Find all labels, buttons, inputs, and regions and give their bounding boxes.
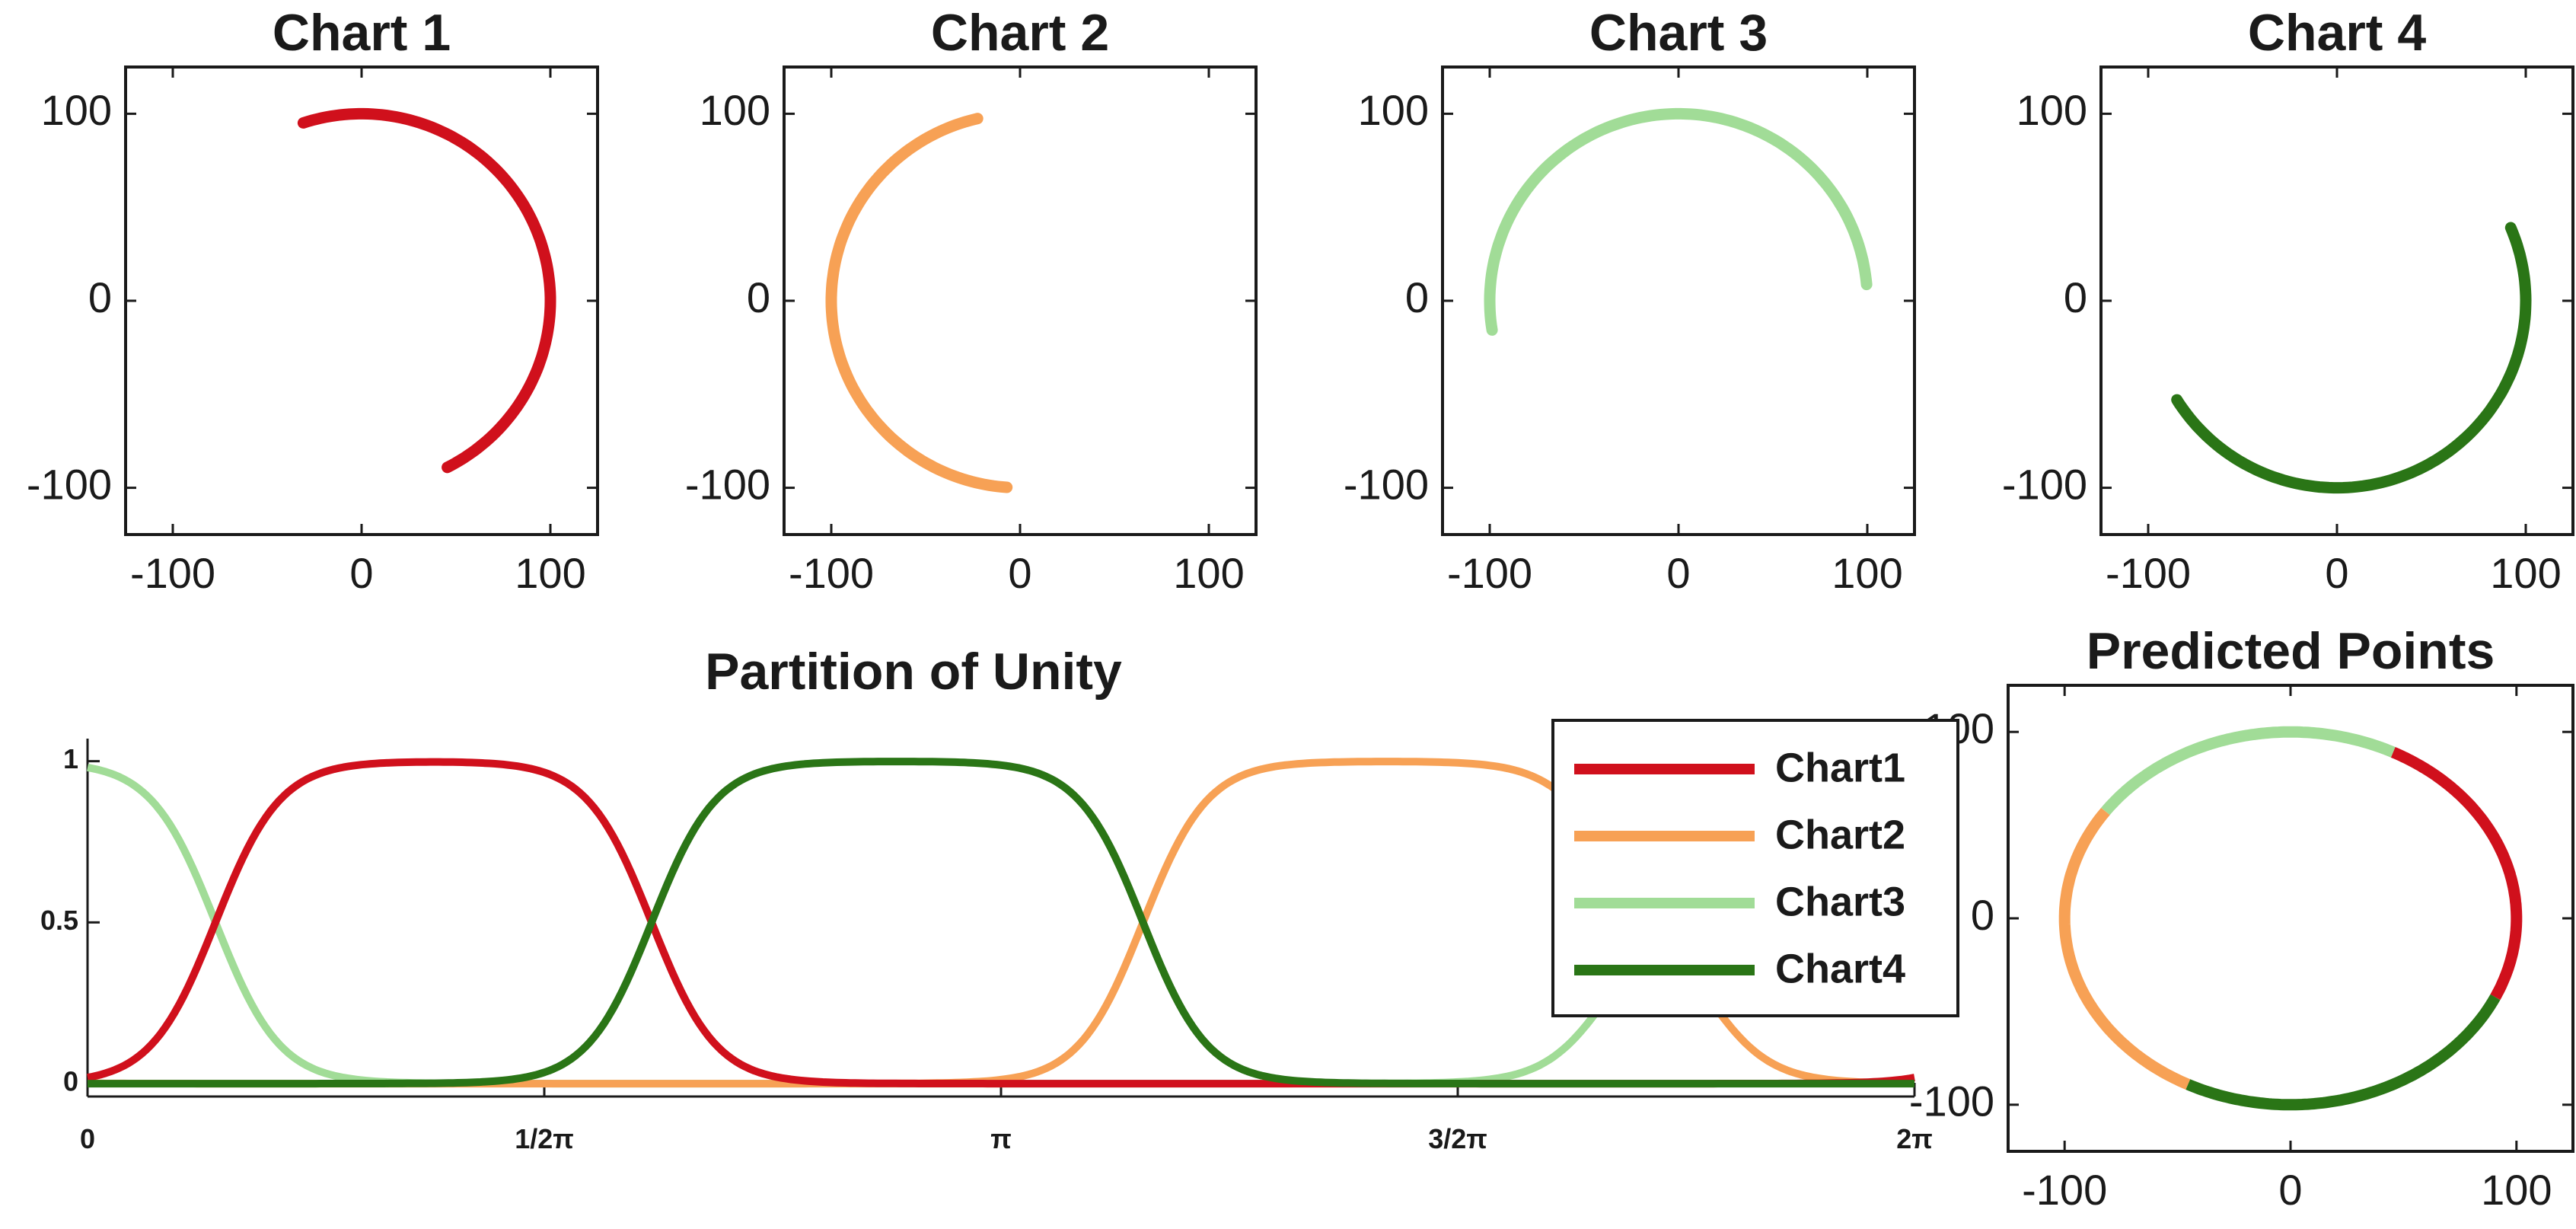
- x-tick-label: -100: [1447, 549, 1532, 597]
- predicted-segment-2: [2101, 726, 2396, 816]
- y-tick-label: -100: [1909, 1077, 1994, 1125]
- chart-panel-1: Chart 1 -100 0 100 100 0 -100: [27, 4, 599, 597]
- y-tick-label: -100: [1344, 460, 1429, 508]
- plot-frame: [1441, 65, 1916, 536]
- x-tick-label: 100: [1173, 549, 1244, 597]
- x-tick-label: 100: [2481, 1166, 2552, 1214]
- plot-frame: [783, 65, 1258, 536]
- chart-arc-series: [297, 107, 556, 474]
- y-tick-label: 0: [1405, 273, 1429, 321]
- plot-frame: [124, 65, 599, 536]
- predicted-segment-3: [2058, 807, 2191, 1090]
- x-tick-label: -100: [789, 549, 874, 597]
- y-tick-label: 0.5: [40, 905, 78, 936]
- x-tick-label: 0: [80, 1123, 95, 1154]
- y-tick-label: 1: [63, 743, 78, 774]
- legend-label-chart4: Chart4: [1775, 946, 1905, 991]
- y-tick-label: 0: [88, 273, 112, 321]
- x-tick-label: 3/2π: [1428, 1123, 1487, 1154]
- x-tick-label: 1/2π: [515, 1123, 574, 1154]
- predicted-segment-1: [2390, 746, 2523, 1001]
- x-tick-label: 100: [515, 549, 585, 597]
- chart-panel-3: Chart 3 -100 0 100 100 0 -100: [1344, 4, 1916, 597]
- y-tick-label: 100: [1358, 86, 1429, 134]
- legend-label-chart1: Chart1: [1775, 745, 1905, 790]
- chart-arc-series: [1484, 107, 1873, 336]
- x-tick-label: 0: [1666, 549, 1690, 597]
- y-tick-label: 0: [63, 1066, 78, 1097]
- chart-panel-2: Chart 2 -100 0 100 100 0 -100: [685, 4, 1258, 597]
- chart-title: Chart 2: [931, 4, 1109, 62]
- x-tick-label: 0: [349, 549, 373, 597]
- chart-title: Partition of Unity: [705, 643, 1122, 701]
- legend-label-chart3: Chart3: [1775, 879, 1905, 924]
- chart-title: Predicted Points: [2087, 622, 2495, 680]
- chart-title: Chart 1: [273, 4, 451, 62]
- chart-arc-series: [2171, 222, 2532, 494]
- y-tick-label: 0: [2064, 273, 2087, 321]
- x-tick-label: π: [990, 1123, 1012, 1154]
- y-tick-label: -100: [27, 460, 112, 508]
- y-tick-label: 0: [1971, 891, 1994, 939]
- predicted-segment-4: [2185, 994, 2501, 1111]
- x-tick-label: 0: [2325, 549, 2348, 597]
- x-tick-label: 0: [1008, 549, 1031, 597]
- x-tick-label: 100: [2490, 549, 2561, 597]
- x-tick-label: -100: [2106, 549, 2191, 597]
- chart-title: Chart 4: [2248, 4, 2426, 62]
- chart-panel-4: Chart 4 -100 0 100 100 0 -100: [2002, 4, 2574, 597]
- pou-series-chart4: [88, 758, 1914, 1088]
- chart-title: Chart 3: [1589, 4, 1768, 62]
- legend-label-chart2: Chart2: [1775, 812, 1905, 857]
- y-tick-label: 100: [2016, 86, 2087, 134]
- y-tick-label: 100: [41, 86, 112, 134]
- y-tick-label: -100: [685, 460, 770, 508]
- x-tick-label: -100: [2022, 1166, 2107, 1214]
- y-tick-label: 100: [700, 86, 770, 134]
- x-tick-label: 100: [1832, 549, 1902, 597]
- plot-frame: [2007, 684, 2574, 1153]
- y-tick-label: -100: [2002, 460, 2087, 508]
- partition-of-unity-panel: Partition of Unity 1 0.5 00 1/2π π 3/2π 2π Chart…: [40, 643, 1959, 1154]
- y-tick-label: 0: [747, 273, 770, 321]
- x-tick-label: -100: [130, 549, 215, 597]
- plot-frame: [2099, 65, 2574, 536]
- chart-arc-series: [825, 113, 1013, 493]
- x-tick-label: 0: [2278, 1166, 2302, 1214]
- legend: Chart1 Chart2 Chart3 Chart4: [1551, 719, 1959, 1017]
- x-tick-label: 2π: [1896, 1123, 1933, 1154]
